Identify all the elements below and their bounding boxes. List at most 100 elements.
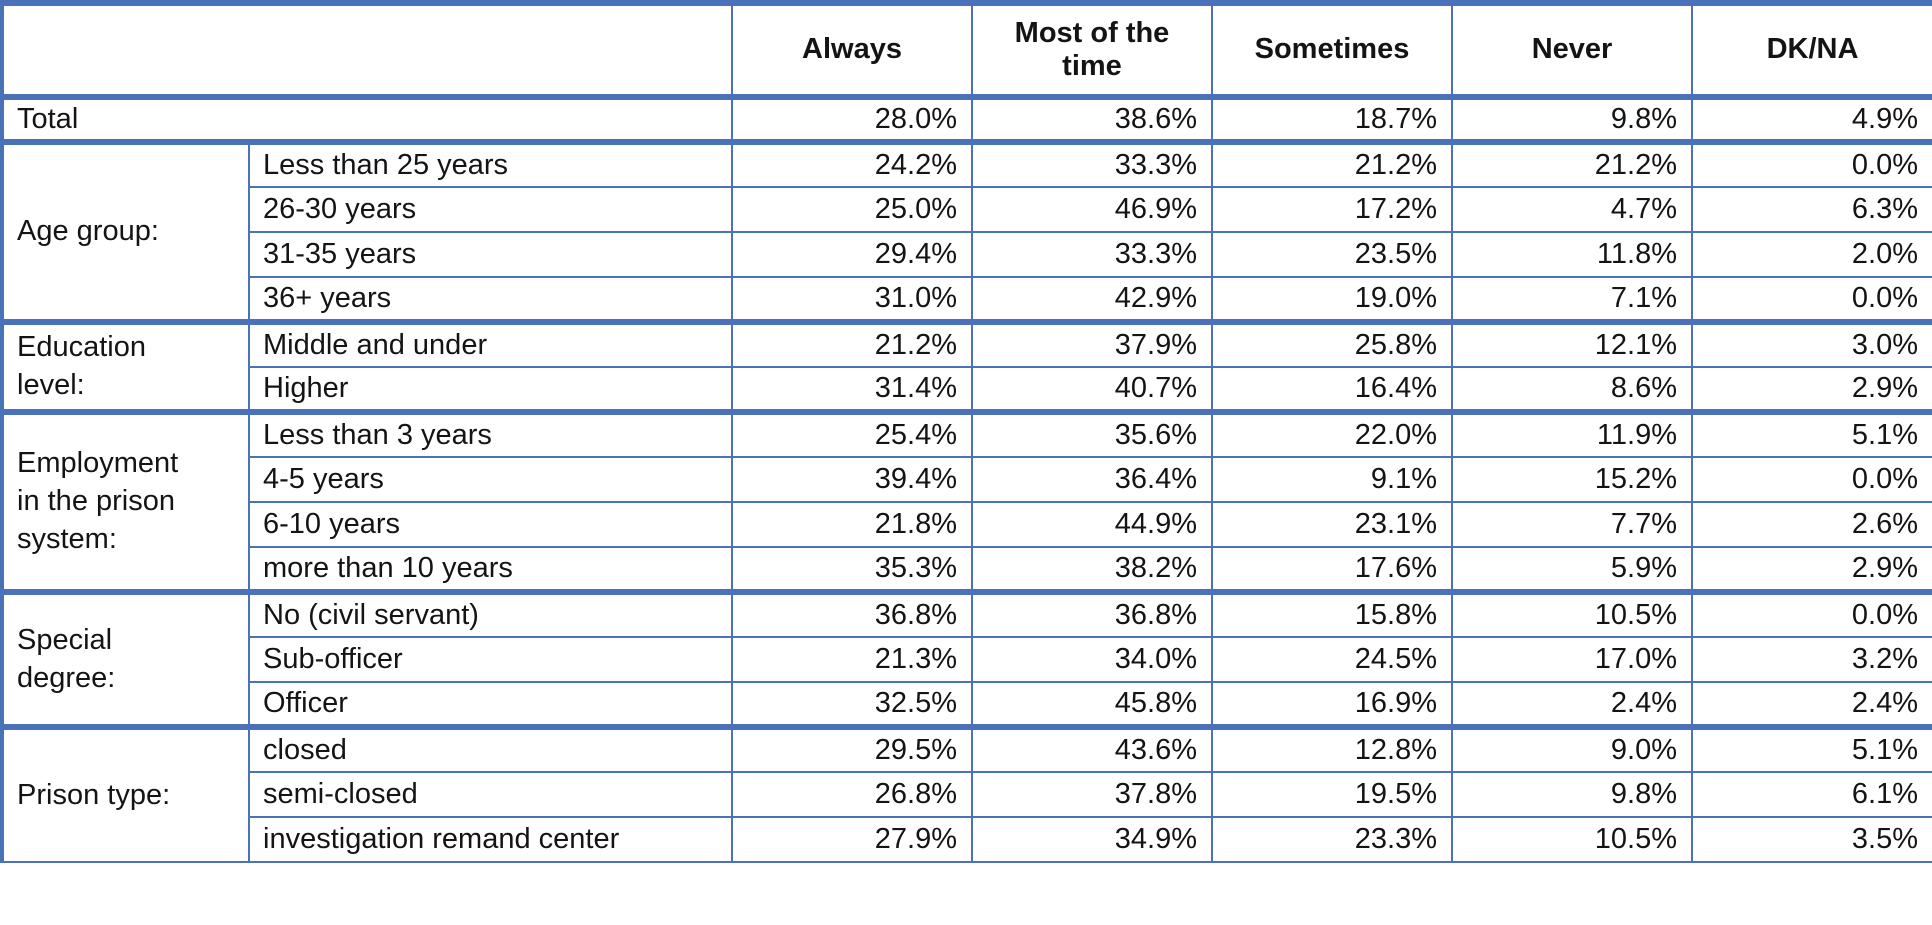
value-cell: 33.3% bbox=[971, 139, 1213, 188]
table-row: 31-35 years 29.4% 33.3% 23.5% 11.8% 2.0% bbox=[2, 231, 1932, 278]
table-row: Prison type: closed 29.5% 43.6% 12.8% 9.… bbox=[1, 724, 1932, 863]
value-cell: 3.2% bbox=[1691, 636, 1932, 683]
group-label-age-group: Age group: bbox=[1, 139, 250, 323]
row-label: semi-closed bbox=[248, 771, 733, 818]
value-cell: 46.9% bbox=[971, 186, 1213, 233]
value-cell: 0.0% bbox=[1691, 589, 1932, 638]
table-row: more than 10 years 35.3% 38.2% 17.6% 5.9… bbox=[2, 546, 1932, 593]
value-cell: 29.4% bbox=[731, 231, 973, 278]
value-cell: 34.9% bbox=[971, 816, 1213, 863]
value-cell: 21.2% bbox=[731, 319, 973, 368]
value-cell: 9.8% bbox=[1451, 94, 1693, 143]
survey-results-table: Always Most of the time Sometimes Never … bbox=[0, 0, 1932, 863]
value-cell: 23.1% bbox=[1211, 501, 1453, 548]
value-cell: 34.0% bbox=[971, 636, 1213, 683]
value-cell: 5.9% bbox=[1451, 546, 1693, 593]
value-cell: 23.3% bbox=[1211, 816, 1453, 863]
group-label-special-degree: Special degree: bbox=[1, 589, 250, 728]
value-cell: 16.4% bbox=[1211, 366, 1453, 413]
value-cell: 4.7% bbox=[1451, 186, 1693, 233]
table-row: Education level: Middle and under 21.2% … bbox=[1, 319, 1932, 413]
value-cell: 2.0% bbox=[1691, 231, 1932, 278]
value-cell: 23.5% bbox=[1211, 231, 1453, 278]
value-cell: 2.4% bbox=[1691, 681, 1932, 728]
value-cell: 31.0% bbox=[731, 276, 973, 323]
value-cell: 35.3% bbox=[731, 546, 973, 593]
value-cell: 11.8% bbox=[1451, 231, 1693, 278]
value-cell: 2.9% bbox=[1691, 366, 1932, 413]
row-label: 36+ years bbox=[248, 276, 733, 323]
row-label: Sub-officer bbox=[248, 636, 733, 683]
value-cell: 8.6% bbox=[1451, 366, 1693, 413]
value-cell: 17.6% bbox=[1211, 546, 1453, 593]
group-label-education-level: Education level: bbox=[1, 319, 250, 413]
value-cell: 29.5% bbox=[731, 724, 973, 773]
row-label: investigation remand center bbox=[248, 816, 733, 863]
table-row: Sub-officer 21.3% 34.0% 24.5% 17.0% 3.2% bbox=[2, 636, 1932, 683]
value-cell: 16.9% bbox=[1211, 681, 1453, 728]
value-cell: 12.8% bbox=[1211, 724, 1453, 773]
value-cell: 25.8% bbox=[1211, 319, 1453, 368]
value-cell: 2.6% bbox=[1691, 501, 1932, 548]
header-row: Always Most of the time Sometimes Never … bbox=[1, 2, 1932, 98]
table-row: investigation remand center 27.9% 34.9% … bbox=[2, 816, 1932, 863]
column-header-never: Never bbox=[1451, 2, 1693, 98]
value-cell: 32.5% bbox=[731, 681, 973, 728]
value-cell: 21.2% bbox=[1451, 139, 1693, 188]
column-header-most-of-the-time: Most of the time bbox=[971, 2, 1213, 98]
table-row: 26-30 years 25.0% 46.9% 17.2% 4.7% 6.3% bbox=[2, 186, 1932, 233]
row-label: Less than 3 years bbox=[248, 409, 733, 458]
value-cell: 27.9% bbox=[731, 816, 973, 863]
value-cell: 36.8% bbox=[731, 589, 973, 638]
value-cell: 42.9% bbox=[971, 276, 1213, 323]
table-row: semi-closed 26.8% 37.8% 19.5% 9.8% 6.1% bbox=[2, 771, 1932, 818]
row-label: 26-30 years bbox=[248, 186, 733, 233]
value-cell: 0.0% bbox=[1691, 456, 1932, 503]
column-header-sometimes: Sometimes bbox=[1211, 2, 1453, 98]
value-cell: 36.4% bbox=[971, 456, 1213, 503]
value-cell: 9.0% bbox=[1451, 724, 1693, 773]
value-cell: 12.1% bbox=[1451, 319, 1693, 368]
table-row: 36+ years 31.0% 42.9% 19.0% 7.1% 0.0% bbox=[2, 276, 1932, 323]
table-row: 6-10 years 21.8% 44.9% 23.1% 7.7% 2.6% bbox=[2, 501, 1932, 548]
table-row: Higher 31.4% 40.7% 16.4% 8.6% 2.9% bbox=[2, 366, 1932, 413]
row-label: 31-35 years bbox=[248, 231, 733, 278]
value-cell: 3.5% bbox=[1691, 816, 1932, 863]
value-cell: 21.3% bbox=[731, 636, 973, 683]
value-cell: 44.9% bbox=[971, 501, 1213, 548]
table-row: Age group: Less than 25 years 24.2% 33.3… bbox=[1, 139, 1932, 323]
column-header-dkna: DK/NA bbox=[1691, 2, 1932, 98]
row-label: 4-5 years bbox=[248, 456, 733, 503]
value-cell: 21.2% bbox=[1211, 139, 1453, 188]
row-label: Higher bbox=[248, 366, 733, 413]
value-cell: 7.1% bbox=[1451, 276, 1693, 323]
value-cell: 35.6% bbox=[971, 409, 1213, 458]
value-cell: 24.2% bbox=[731, 139, 973, 188]
value-cell: 40.7% bbox=[971, 366, 1213, 413]
value-cell: 10.5% bbox=[1451, 816, 1693, 863]
value-cell: 6.3% bbox=[1691, 186, 1932, 233]
value-cell: 31.4% bbox=[731, 366, 973, 413]
value-cell: 45.8% bbox=[971, 681, 1213, 728]
value-cell: 7.7% bbox=[1451, 501, 1693, 548]
value-cell: 39.4% bbox=[731, 456, 973, 503]
value-cell: 0.0% bbox=[1691, 276, 1932, 323]
value-cell: 37.9% bbox=[971, 319, 1213, 368]
corner-cell bbox=[1, 2, 733, 98]
value-cell: 10.5% bbox=[1451, 589, 1693, 638]
group-label-prison-type: Prison type: bbox=[1, 724, 250, 863]
value-cell: 28.0% bbox=[731, 94, 973, 143]
table-row: Special degree: No (civil servant) 36.8%… bbox=[1, 589, 1932, 728]
value-cell: 19.5% bbox=[1211, 771, 1453, 818]
value-cell: 15.2% bbox=[1451, 456, 1693, 503]
row-label: more than 10 years bbox=[248, 546, 733, 593]
value-cell: 0.0% bbox=[1691, 139, 1932, 188]
value-cell: 21.8% bbox=[731, 501, 973, 548]
value-cell: 38.2% bbox=[971, 546, 1213, 593]
value-cell: 38.6% bbox=[971, 94, 1213, 143]
row-label: closed bbox=[248, 724, 733, 773]
row-label: Total bbox=[1, 94, 733, 143]
value-cell: 9.8% bbox=[1451, 771, 1693, 818]
value-cell: 4.9% bbox=[1691, 94, 1932, 143]
